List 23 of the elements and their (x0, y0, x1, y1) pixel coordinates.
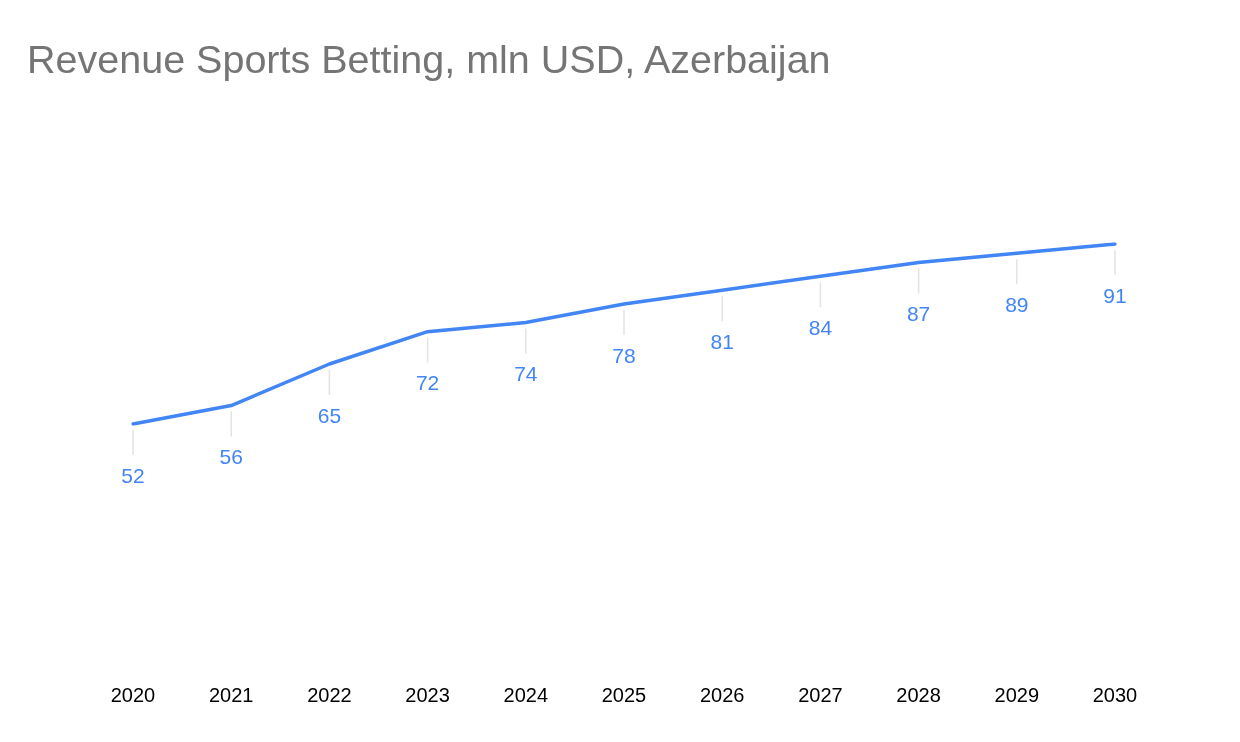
x-tick-label: 2024 (503, 683, 549, 706)
data-label: 72 (415, 371, 440, 395)
data-label: 87 (906, 302, 931, 326)
data-label: 56 (219, 445, 243, 469)
chart-title: Revenue Sports Betting, mln USD, Azerbaijan (27, 36, 831, 83)
x-tick-label: 2022 (307, 683, 352, 706)
x-tick-label: 2028 (896, 683, 941, 706)
data-label: 65 (317, 403, 342, 427)
data-label: 81 (710, 329, 734, 353)
x-tick-label: 2030 (1092, 683, 1138, 706)
data-label: 78 (612, 343, 636, 367)
x-tick-label: 2023 (405, 683, 450, 706)
x-tick-label: 2027 (798, 683, 843, 706)
data-label: 74 (514, 362, 538, 386)
x-tick-label: 2025 (601, 683, 647, 706)
x-tick-label: 2026 (699, 683, 745, 706)
data-label: 91 (1103, 283, 1127, 307)
data-label: 52 (121, 463, 145, 487)
x-tick-label: 2029 (994, 683, 1040, 706)
x-tick-label: 2021 (208, 683, 254, 706)
x-tick-label: 2020 (110, 683, 156, 706)
data-label: 89 (1005, 293, 1029, 317)
data-label: 84 (808, 316, 833, 340)
